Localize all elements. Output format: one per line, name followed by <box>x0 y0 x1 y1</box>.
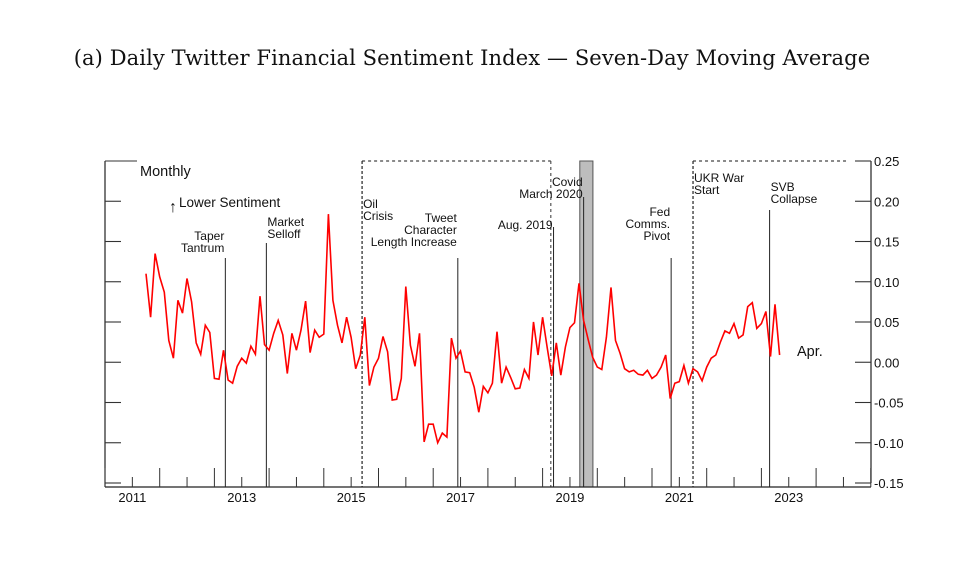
x-tick-label: 2023 <box>774 490 803 505</box>
x-tick-label: 2015 <box>337 490 366 505</box>
event-label: Covid <box>552 175 583 189</box>
labels-layer: Monthly ↑ Lower Sentiment Apr. <box>140 164 823 360</box>
y-tick-label: -0.10 <box>874 436 904 451</box>
y-tick-label: 0.05 <box>874 315 899 330</box>
y-tick-label: 0.10 <box>874 275 899 290</box>
shaded-region <box>579 160 594 488</box>
regions-layer <box>361 160 847 488</box>
event-label: Oil <box>363 197 378 211</box>
x-tick-label: 2013 <box>227 490 256 505</box>
event-label: Pivot <box>643 229 670 243</box>
x-tick-label: 2019 <box>555 490 584 505</box>
event-label: UKR War <box>694 171 744 185</box>
direction-label: Lower Sentiment <box>179 195 281 210</box>
event-label: Taper <box>194 229 224 243</box>
y-tick-label: -0.05 <box>874 396 904 411</box>
series-layer <box>145 214 781 446</box>
event-label: Comms. <box>625 217 670 231</box>
event-label: Length Increase <box>371 235 457 249</box>
event-label: Crisis <box>363 209 393 223</box>
end-label: Apr. <box>797 344 823 360</box>
y-tick-label: 0.20 <box>874 194 899 209</box>
y-tick-label: -0.15 <box>874 476 904 491</box>
chart-title: (a) Daily Twitter Financial Sentiment In… <box>73 46 871 70</box>
series-line <box>145 214 781 446</box>
event-label: Collapse <box>771 192 818 206</box>
y-tick-label: 0.00 <box>874 355 899 370</box>
event-label: Tweet <box>425 211 458 225</box>
event-label: March 2020 <box>519 187 583 201</box>
event-label: Character <box>404 223 457 237</box>
arrow-up-icon: ↑ <box>169 199 177 216</box>
event-label: Tantrum <box>181 241 224 255</box>
x-tick-label: 2017 <box>446 490 475 505</box>
event-label: Fed <box>649 205 670 219</box>
frequency-label: Monthly <box>140 164 192 180</box>
x-tick-label: 2021 <box>665 490 694 505</box>
y-tick-label: 0.15 <box>874 235 899 250</box>
x-tick-label: 2011 <box>118 490 146 505</box>
axes-layer: 0.25 0.20 0.15 0.10 0.05 0.00 -0.05 -0.10 -0.15 2… <box>104 154 904 505</box>
event-label: Market <box>267 215 304 229</box>
event-label: Start <box>694 183 720 197</box>
y-tick-label: 0.25 <box>874 154 899 169</box>
event-label: Selloff <box>267 227 301 241</box>
event-label: SVB <box>771 180 795 194</box>
event-label: Aug. 2019 <box>498 218 553 232</box>
